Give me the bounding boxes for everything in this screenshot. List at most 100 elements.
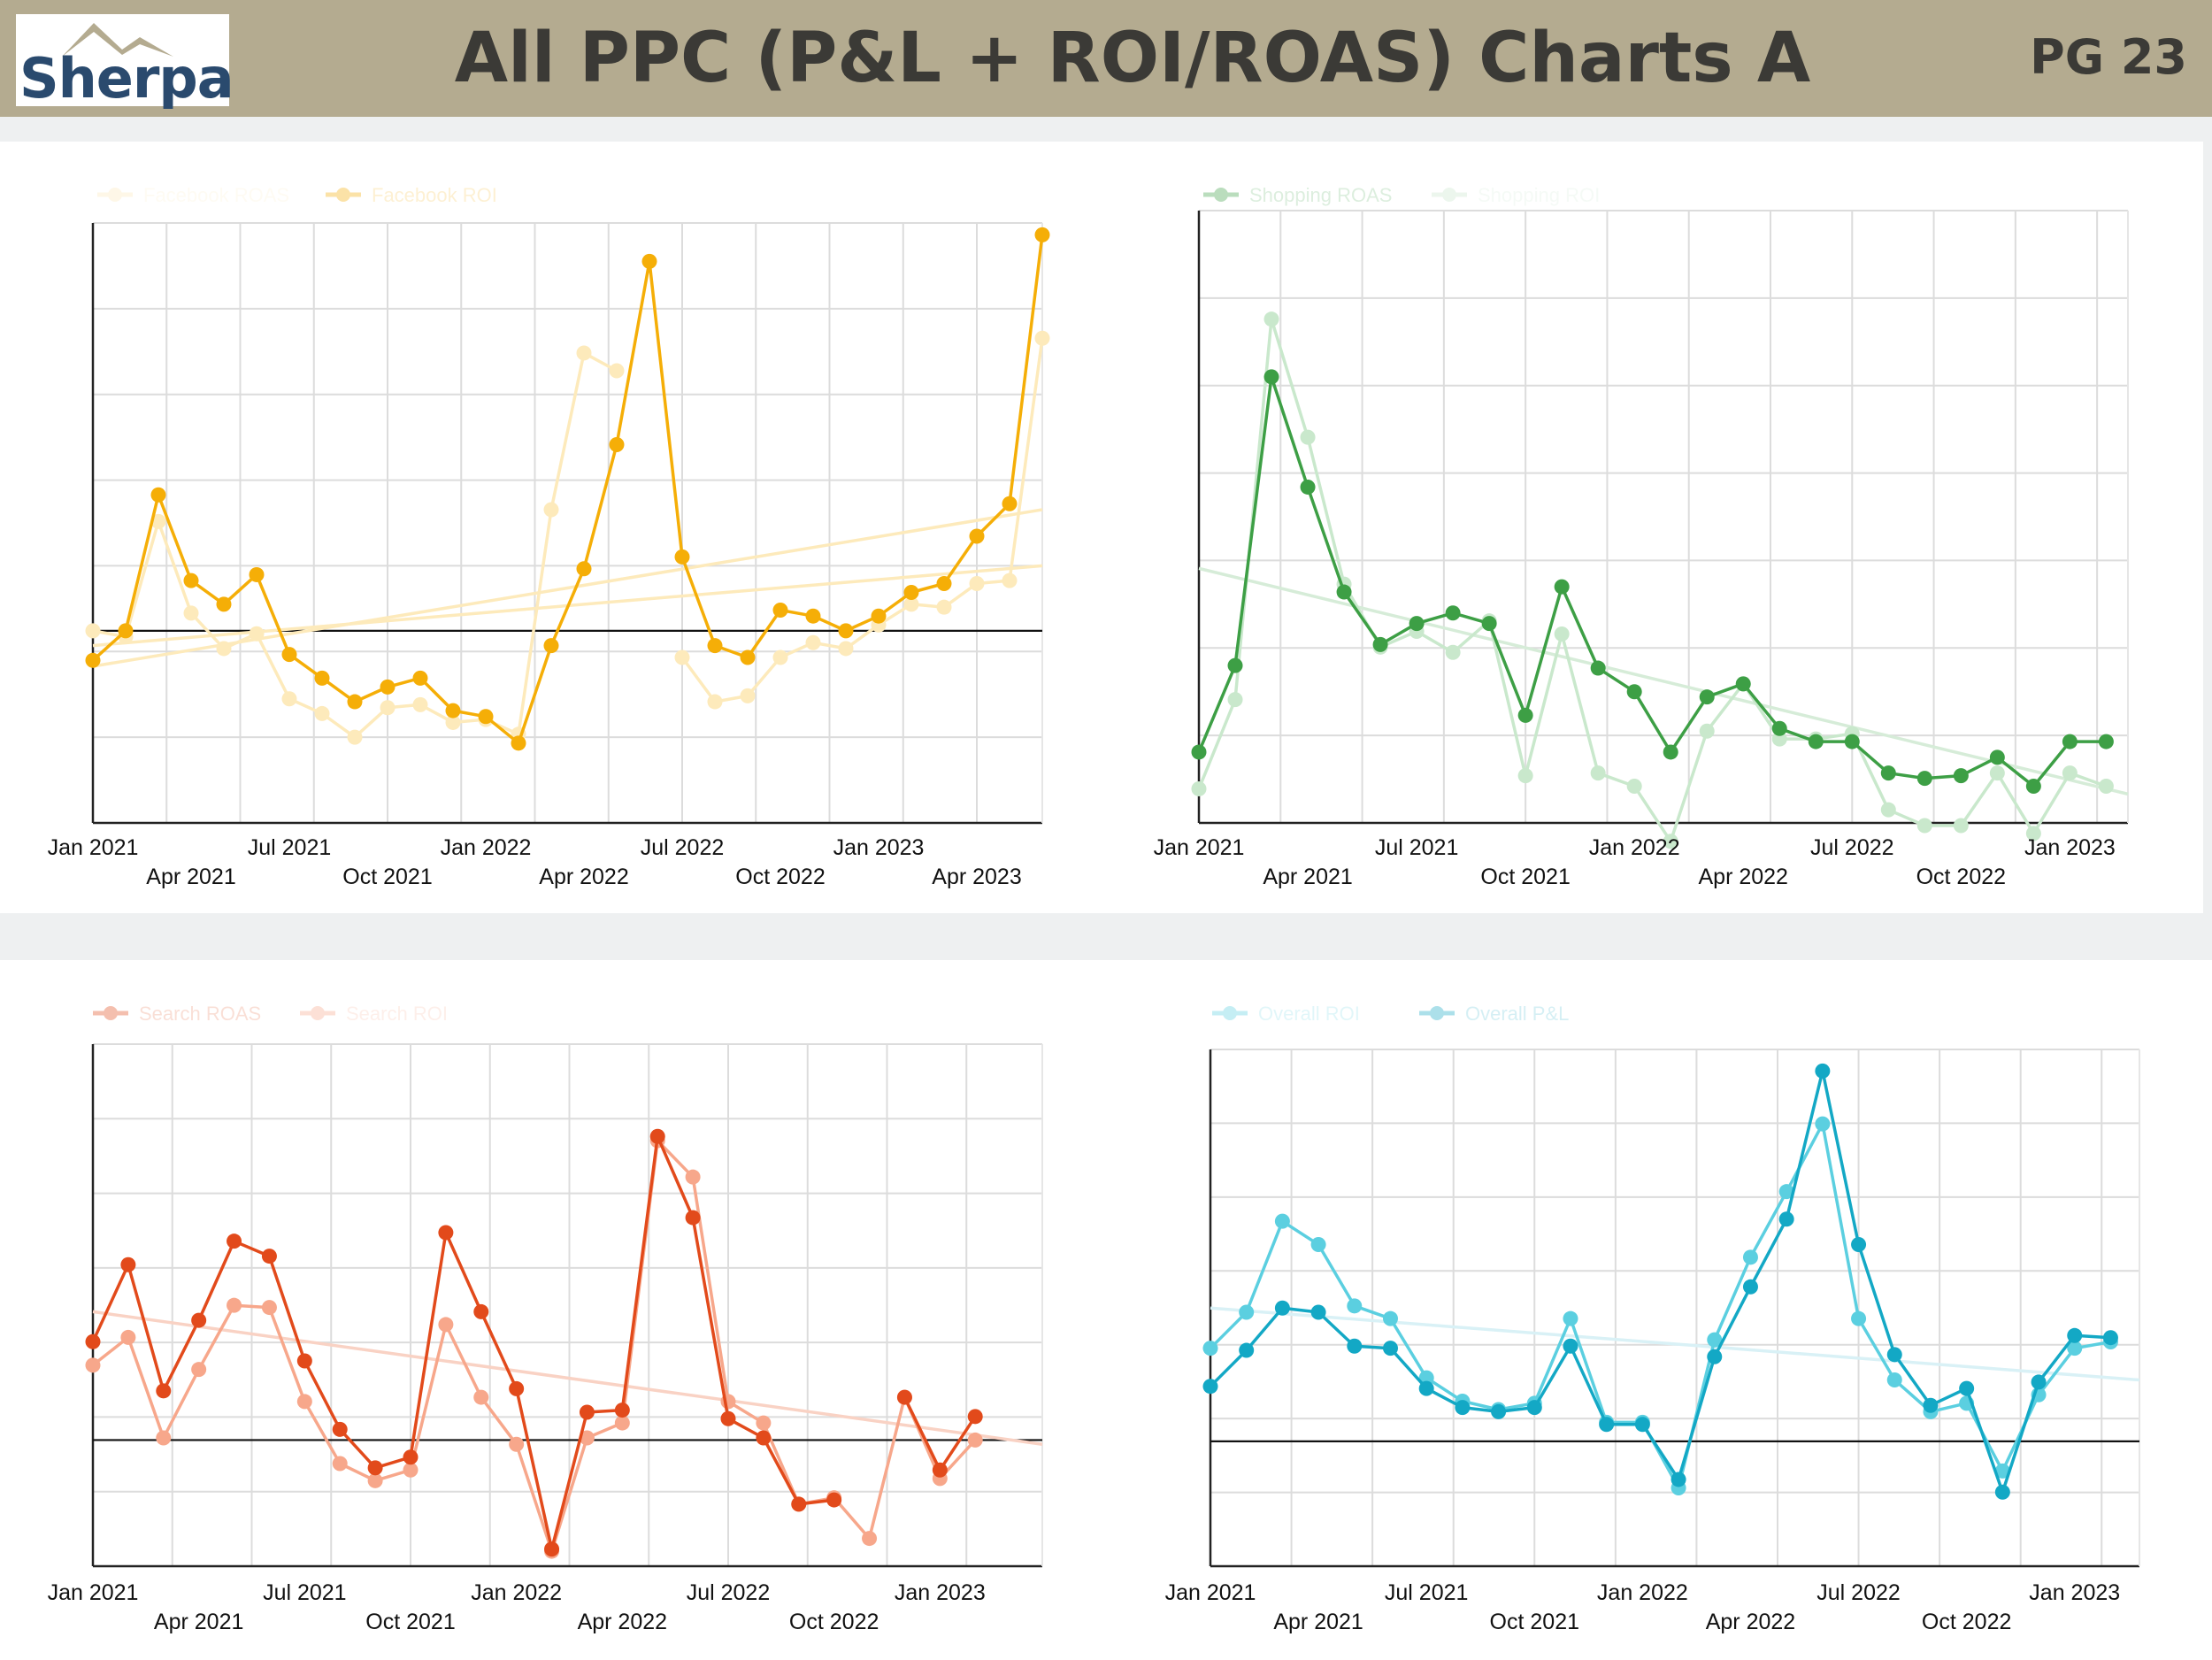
data-point xyxy=(791,1496,807,1512)
data-point xyxy=(1953,768,1969,784)
data-point xyxy=(1989,749,2005,765)
x-tick-label: Jul 2021 xyxy=(263,1580,347,1605)
x-tick-label: Jul 2022 xyxy=(1810,835,1894,860)
legend-swatch-dot xyxy=(1223,1006,1237,1020)
data-point xyxy=(281,647,297,663)
data-point xyxy=(1382,1310,1398,1326)
data-point xyxy=(1239,1304,1255,1320)
data-point xyxy=(380,679,396,695)
data-point xyxy=(191,1362,207,1378)
data-point xyxy=(1418,1370,1434,1386)
data-point xyxy=(1916,771,1932,787)
data-point xyxy=(1517,768,1533,784)
data-point xyxy=(445,714,461,730)
data-point xyxy=(1959,1380,1975,1396)
data-point xyxy=(314,670,330,686)
page-number: PG 23 xyxy=(2030,29,2187,85)
data-point xyxy=(1599,1417,1615,1433)
data-point xyxy=(1300,429,1316,445)
data-point xyxy=(614,1415,630,1431)
data-point xyxy=(674,649,690,665)
x-tick-label: Apr 2022 xyxy=(1706,1610,1795,1634)
data-point xyxy=(445,703,461,719)
data-point xyxy=(685,1169,701,1185)
data-point xyxy=(1771,731,1787,747)
data-point xyxy=(1263,311,1279,327)
x-tick-label: Apr 2021 xyxy=(154,1610,243,1634)
data-point xyxy=(1923,1397,1939,1413)
data-point xyxy=(183,605,199,621)
legend-label: Facebook ROI xyxy=(372,184,497,206)
x-tick-label: Jan 2022 xyxy=(471,1580,562,1605)
data-point xyxy=(1815,1063,1831,1079)
series-search-roas xyxy=(85,1128,983,1557)
data-point xyxy=(227,1233,242,1249)
data-point xyxy=(1191,744,1207,760)
data-point xyxy=(1347,1298,1363,1314)
data-point xyxy=(614,1403,630,1418)
x-tick-label: Jul 2021 xyxy=(1385,1580,1469,1605)
data-point xyxy=(1808,734,1824,749)
data-point xyxy=(1239,1342,1255,1358)
data-point xyxy=(936,575,952,591)
data-point xyxy=(805,608,821,624)
data-point xyxy=(2067,1341,2083,1356)
data-point xyxy=(156,1383,172,1399)
data-point xyxy=(1886,1372,1902,1388)
data-point xyxy=(1002,573,1018,588)
legend-item: Facebook ROI xyxy=(326,184,497,206)
x-tick-label: Jul 2022 xyxy=(641,835,725,860)
x-tick-label: Apr 2021 xyxy=(1273,1610,1363,1634)
data-point xyxy=(838,623,854,639)
data-point xyxy=(1202,1341,1218,1356)
data-point xyxy=(674,549,690,565)
data-point xyxy=(1880,765,1896,781)
legend-item: Shopping ROI xyxy=(1432,184,1600,206)
data-point xyxy=(1554,626,1570,642)
data-point xyxy=(332,1456,348,1472)
legend-item: Search ROAS xyxy=(93,1003,261,1025)
data-point xyxy=(261,1249,277,1264)
x-tick-label: Oct 2021 xyxy=(342,865,432,889)
data-point xyxy=(720,1410,736,1426)
data-point xyxy=(1880,802,1896,818)
data-point xyxy=(296,1353,312,1369)
data-point xyxy=(838,641,854,657)
data-point xyxy=(332,1421,348,1437)
facebook-gridlines xyxy=(92,222,1042,824)
legend-label: Overall P&L xyxy=(1465,1003,1569,1025)
trendline-0 xyxy=(92,508,1043,668)
data-point xyxy=(380,700,396,716)
series-line xyxy=(1209,1069,2111,1495)
data-point xyxy=(826,1492,842,1508)
logo-text: Sherpa xyxy=(19,46,234,111)
data-point xyxy=(1274,1213,1290,1229)
data-point xyxy=(1409,616,1425,632)
data-point xyxy=(1227,657,1243,673)
data-point xyxy=(772,649,788,665)
mountain-icon xyxy=(62,23,173,57)
x-tick-label: Oct 2022 xyxy=(1922,1610,2011,1634)
data-point xyxy=(478,709,494,725)
data-point xyxy=(150,487,166,503)
data-point xyxy=(544,1541,560,1557)
data-point xyxy=(509,1436,525,1452)
data-point xyxy=(1382,1341,1398,1356)
x-tick-label: Jan 2021 xyxy=(48,835,139,860)
data-point xyxy=(1202,1379,1218,1395)
x-tick-label: Jan 2023 xyxy=(2029,1580,2120,1605)
x-tick-label: Apr 2021 xyxy=(146,865,235,889)
data-point xyxy=(609,436,625,452)
data-point xyxy=(740,649,756,665)
x-tick-label: Oct 2021 xyxy=(365,1610,455,1634)
data-point xyxy=(2102,1330,2118,1346)
legend-item: Search ROI xyxy=(300,1003,448,1025)
trendline-0 xyxy=(92,1310,1043,1446)
data-point xyxy=(1989,765,2005,781)
data-point xyxy=(543,502,559,518)
data-point xyxy=(1851,1310,1867,1326)
legend-item: Overall ROI xyxy=(1212,1003,1360,1025)
data-point xyxy=(862,1531,878,1547)
